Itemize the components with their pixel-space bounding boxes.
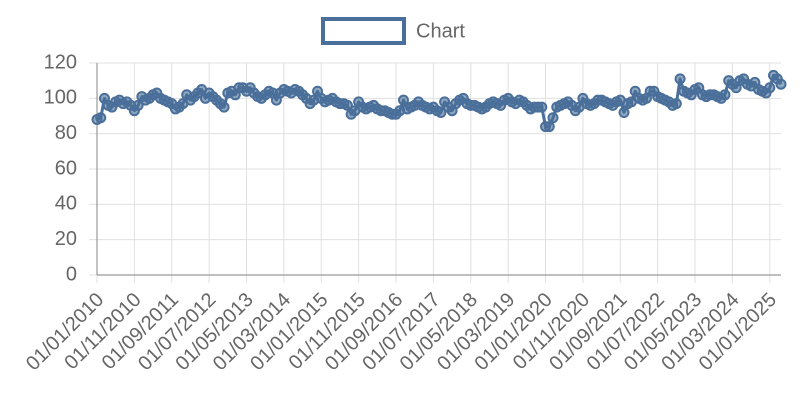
legend-swatch: [321, 17, 406, 45]
data-point: [543, 121, 555, 133]
data-point: [218, 101, 230, 113]
y-tick-label: 40: [55, 193, 77, 215]
data-point: [341, 99, 353, 111]
data-point: [536, 101, 548, 113]
y-tick-label: 20: [55, 228, 77, 250]
data-point: [775, 78, 787, 90]
data-point: [719, 89, 731, 101]
data-point: [95, 112, 107, 124]
y-tick-label: 100: [44, 87, 77, 109]
data-point: [435, 106, 447, 118]
data-point: [674, 73, 686, 85]
y-tick-label: 120: [44, 51, 77, 73]
data-point: [132, 99, 144, 111]
data-point: [618, 106, 630, 118]
data-point: [670, 98, 682, 110]
data-point: [547, 112, 559, 124]
y-tick-label: 80: [55, 122, 77, 144]
legend-label: Chart: [416, 20, 465, 42]
data-point: [764, 82, 776, 94]
y-tick-label: 60: [55, 157, 77, 179]
data-point: [397, 94, 409, 106]
y-tick-label: 0: [66, 263, 77, 285]
